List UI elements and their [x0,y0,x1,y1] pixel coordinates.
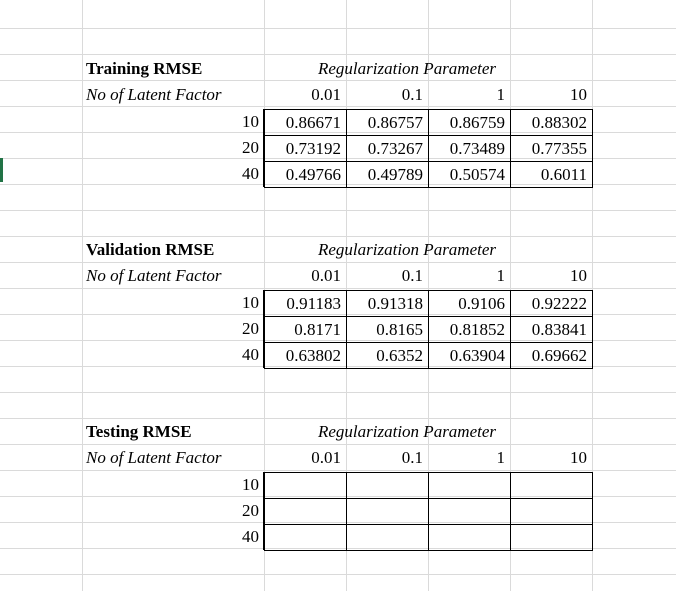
table-cell[interactable] [511,499,593,525]
table-cell[interactable] [265,499,347,525]
table-cell[interactable]: 0.73267 [347,136,429,162]
table-cell[interactable]: 0.86671 [265,110,347,136]
table-cell[interactable]: 0.49766 [265,162,347,188]
table-cell[interactable]: 0.92222 [511,291,593,317]
table-cell[interactable] [511,473,593,499]
table-cell[interactable]: 0.9106 [429,291,511,317]
column-header[interactable]: 0.01 [311,448,341,467]
column-header[interactable]: 0.01 [311,85,341,104]
table-cell[interactable] [511,525,593,551]
table-cell[interactable]: 0.91183 [265,291,347,317]
block-title[interactable]: Training RMSE [86,59,203,78]
table-cell[interactable] [265,473,347,499]
column-header[interactable]: 0.01 [311,266,341,285]
table-cell[interactable] [347,525,429,551]
param-header[interactable]: Regularization Parameter [318,422,497,441]
table-cell[interactable] [347,499,429,525]
column-header[interactable]: 1 [496,448,506,467]
table-cell[interactable]: 0.77355 [511,136,593,162]
param-header[interactable]: Regularization Parameter [318,59,497,78]
table-cell[interactable] [265,525,347,551]
param-header[interactable]: Regularization Parameter [318,240,497,259]
table-cell[interactable]: 0.73192 [265,136,347,162]
table-cell[interactable]: 0.49789 [347,162,429,188]
column-header[interactable]: 1 [496,266,506,285]
testing-table [264,472,593,551]
column-header[interactable]: 0.1 [401,448,423,467]
table-cell[interactable]: 0.50574 [429,162,511,188]
row-label[interactable]: 10 [242,293,259,312]
row-label[interactable]: 20 [242,319,259,338]
row-label[interactable]: 40 [242,345,259,364]
column-header[interactable]: 10 [570,266,587,285]
row-label[interactable]: 20 [242,501,259,520]
column-header[interactable]: 0.1 [401,266,423,285]
row-label[interactable]: 40 [242,527,259,546]
table-cell[interactable]: 0.6011 [511,162,593,188]
row-labels: 10 20 40 [82,290,264,368]
column-header[interactable]: 10 [570,85,587,104]
column-header[interactable]: 10 [570,448,587,467]
column-header[interactable]: 0.1 [401,85,423,104]
row-selection-marker [0,158,3,182]
table-cell[interactable]: 0.83841 [511,317,593,343]
table-cell[interactable] [347,473,429,499]
block-title[interactable]: Testing RMSE [86,422,192,441]
table-cell[interactable]: 0.8165 [347,317,429,343]
table-cell[interactable]: 0.6352 [347,343,429,369]
row-labels: 10 20 40 [82,109,264,187]
row-header[interactable]: No of Latent Factor [86,85,222,104]
table-cell[interactable]: 0.73489 [429,136,511,162]
table-cell[interactable]: 0.86759 [429,110,511,136]
table-cell[interactable] [429,525,511,551]
row-header[interactable]: No of Latent Factor [86,448,222,467]
training-table: 0.86671 0.86757 0.86759 0.88302 0.73192 … [264,109,593,188]
row-label[interactable]: 10 [242,475,259,494]
table-cell[interactable]: 0.8171 [265,317,347,343]
column-header[interactable]: 1 [496,85,506,104]
table-cell[interactable]: 0.86757 [347,110,429,136]
block-title[interactable]: Validation RMSE [86,240,215,259]
row-header[interactable]: No of Latent Factor [86,266,222,285]
table-cell[interactable]: 0.63904 [429,343,511,369]
row-label[interactable]: 10 [242,112,259,131]
row-label[interactable]: 20 [242,138,259,157]
row-label[interactable]: 40 [242,164,259,183]
table-cell[interactable]: 0.69662 [511,343,593,369]
table-cell[interactable]: 0.81852 [429,317,511,343]
row-labels: 10 20 40 [82,472,264,550]
table-cell[interactable]: 0.91318 [347,291,429,317]
validation-table: 0.91183 0.91318 0.9106 0.92222 0.8171 0.… [264,290,593,369]
table-cell[interactable]: 0.63802 [265,343,347,369]
table-cell[interactable] [429,473,511,499]
table-cell[interactable] [429,499,511,525]
table-cell[interactable]: 0.88302 [511,110,593,136]
